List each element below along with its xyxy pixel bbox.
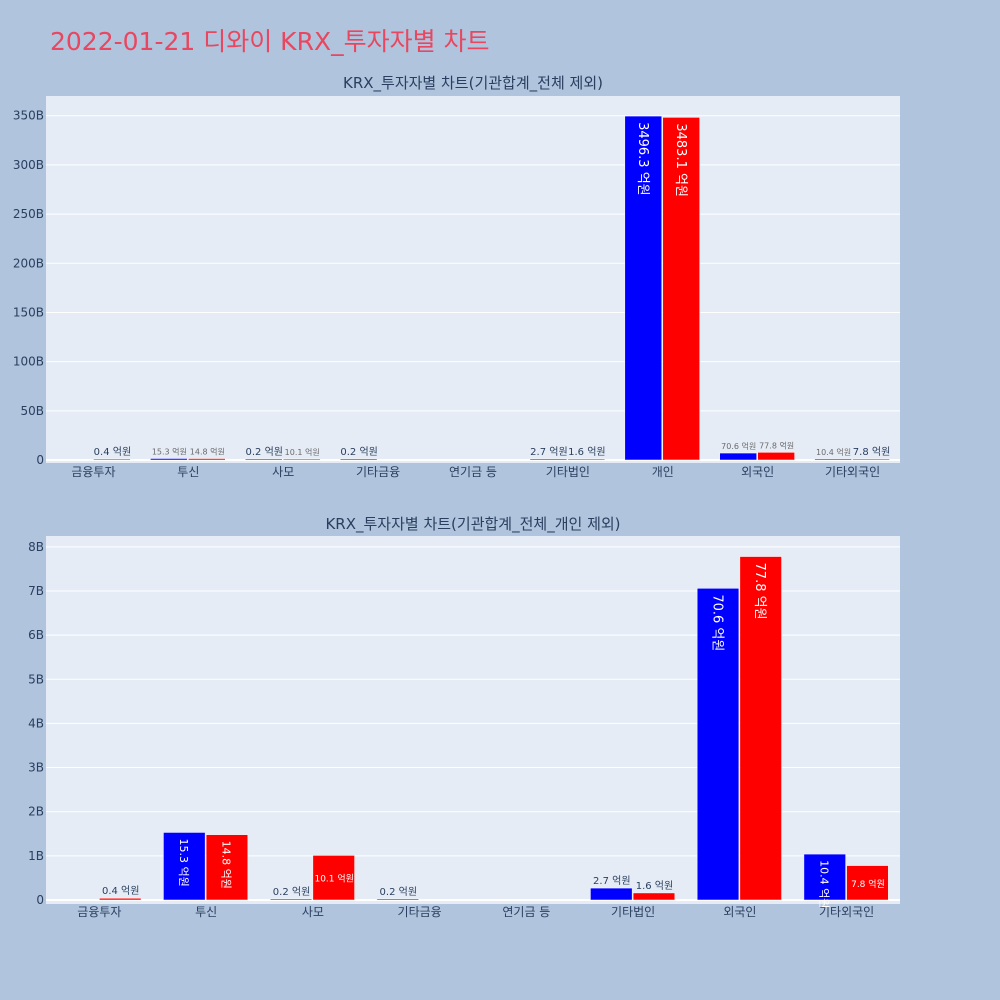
bar-기타법인-buy	[529, 458, 568, 461]
y-tick-label: 150B	[13, 305, 44, 319]
y-tick-label: 100B	[13, 355, 44, 369]
data-label: 1.6 억원	[568, 446, 605, 458]
y-tick-label: 0	[36, 893, 44, 907]
bar-기타금융-buy	[376, 898, 419, 901]
data-label: 10.1 억원	[314, 873, 353, 885]
data-label: 0.2 억원	[340, 446, 377, 458]
chart-title: KRX_투자자별 차트(기관합계_전체_개인 제외)	[325, 515, 620, 534]
data-label: 0.2 억원	[273, 886, 310, 898]
y-tick-label: 7B	[28, 584, 44, 598]
y-tick-label: 250B	[13, 207, 44, 221]
data-label: 15.3 억원	[152, 446, 187, 456]
data-label: 10.4 억원	[816, 447, 851, 457]
x-tick-label: 투신	[195, 905, 217, 919]
bar-투신-buy	[150, 458, 188, 461]
bar-기타법인-buy	[590, 887, 633, 901]
bar-기타법인-sell	[632, 892, 676, 901]
y-tick-label: 2B	[28, 805, 44, 819]
chart-bottom: KRX_투자자별 차트(기관합계_전체_개인 제외) 0 1B 2B 3B 4B 5B 6B 7…	[28, 515, 900, 919]
bar-사모-sell	[312, 855, 355, 901]
x-tick-label: 투신	[177, 465, 199, 479]
x-tick-label: 사모	[302, 905, 324, 919]
data-label-group: 3496.3 억원	[635, 122, 650, 196]
bar-사모-buy	[269, 898, 313, 901]
bar-외국인-buy	[696, 588, 740, 901]
data-label-group: 14.8 억원	[219, 841, 232, 889]
bar-투신-sell	[205, 834, 249, 901]
bar-사모-sell	[282, 458, 321, 461]
bar-외국인-buy	[719, 452, 757, 461]
data-label: 3483.1 억원	[673, 123, 688, 197]
x-tick-label: 기타금융	[356, 465, 400, 479]
x-tick-label: 사모	[272, 465, 294, 479]
data-label-group: 15.3 억원	[177, 838, 190, 886]
x-tick-label: 기타외국인	[825, 465, 880, 479]
data-label: 7.8 억원	[851, 878, 885, 890]
bar-사모-buy	[245, 458, 283, 461]
bar-금융투자-sell	[99, 897, 142, 901]
data-label: 77.8 억원	[759, 440, 794, 450]
x-tick-label: 기타금융	[398, 905, 442, 919]
data-label: 70.6 억원	[710, 594, 725, 651]
y-tick-label: 1B	[28, 849, 44, 863]
data-label: 77.8 억원	[752, 563, 767, 620]
chart-title: KRX_투자자별 차트(기관합계_전체 제외)	[343, 74, 603, 93]
bar-기타외국인-sell	[852, 458, 890, 461]
x-tick-label: 외국인	[741, 465, 774, 479]
y-tick-label: 8B	[28, 540, 44, 554]
bar-기타외국인-buy	[803, 853, 846, 901]
x-tick-label: 금융투자	[71, 465, 115, 479]
data-label: 10.1 억원	[285, 447, 320, 457]
y-tick-label: 300B	[13, 158, 44, 172]
bar-개인-sell	[662, 117, 700, 461]
data-label: 7.8 억원	[853, 446, 890, 458]
x-tick-label: 연기금 등	[502, 905, 550, 919]
data-label: 0.2 억원	[246, 446, 283, 458]
y-tick-label: 200B	[13, 256, 44, 270]
x-tick-label: 기타외국인	[819, 905, 874, 919]
bar-외국인-sell	[739, 556, 782, 901]
y-tick-label: 50B	[20, 404, 44, 418]
data-label: 14.8 억원	[219, 841, 232, 889]
y-tick-label: 5B	[28, 672, 44, 686]
data-label: 1.6 억원	[636, 880, 673, 892]
bar-외국인-sell	[757, 452, 795, 461]
bar-기타금융-buy	[339, 458, 378, 461]
bar-개인-buy	[624, 115, 663, 461]
bar-금융투자-sell	[93, 458, 131, 461]
y-tick-label: 0	[36, 453, 44, 467]
page-title: 2022-01-21 디와이 KRX_투자자별 차트	[50, 27, 490, 56]
data-label: 0.2 억원	[380, 886, 417, 898]
bar-투신-sell	[188, 458, 226, 461]
data-label: 0.4 억원	[102, 885, 139, 897]
x-tick-label: 외국인	[723, 905, 756, 919]
x-tick-label: 기타법인	[546, 465, 590, 479]
data-label-group: 10.4 억원	[817, 860, 830, 908]
y-tick-label: 350B	[13, 109, 44, 123]
x-tick-label: 금융투자	[77, 905, 121, 919]
data-label-group: 70.6 억원	[710, 594, 725, 651]
x-tick-label: 연기금 등	[449, 465, 497, 479]
data-label: 2.7 억원	[593, 875, 630, 887]
bar-기타외국인-buy	[814, 458, 852, 461]
data-label: 3496.3 억원	[635, 122, 650, 196]
plot-area	[46, 96, 900, 463]
data-label: 10.4 억원	[817, 860, 830, 908]
data-label-group: 3483.1 억원	[673, 123, 688, 197]
x-tick-label: 기타법인	[611, 905, 655, 919]
bar-기타법인-sell	[567, 458, 606, 461]
bar-투신-buy	[163, 832, 206, 901]
data-label: 0.4 억원	[94, 446, 131, 458]
chart-top: KRX_투자자별 차트(기관합계_전체 제외) 0 50B 100B 150B 200B 2…	[13, 74, 900, 479]
data-label: 2.7 억원	[530, 446, 567, 458]
data-label: 15.3 억원	[177, 838, 190, 886]
y-tick-label: 4B	[28, 716, 44, 730]
y-tick-label: 3B	[28, 761, 44, 775]
data-label: 14.8 억원	[190, 447, 225, 457]
bar-기타외국인-sell	[846, 865, 889, 901]
data-label: 70.6 억원	[721, 441, 756, 451]
y-tick-label: 6B	[28, 628, 44, 642]
x-tick-label: 개인	[652, 465, 674, 479]
data-label-group: 77.8 억원	[752, 563, 767, 620]
